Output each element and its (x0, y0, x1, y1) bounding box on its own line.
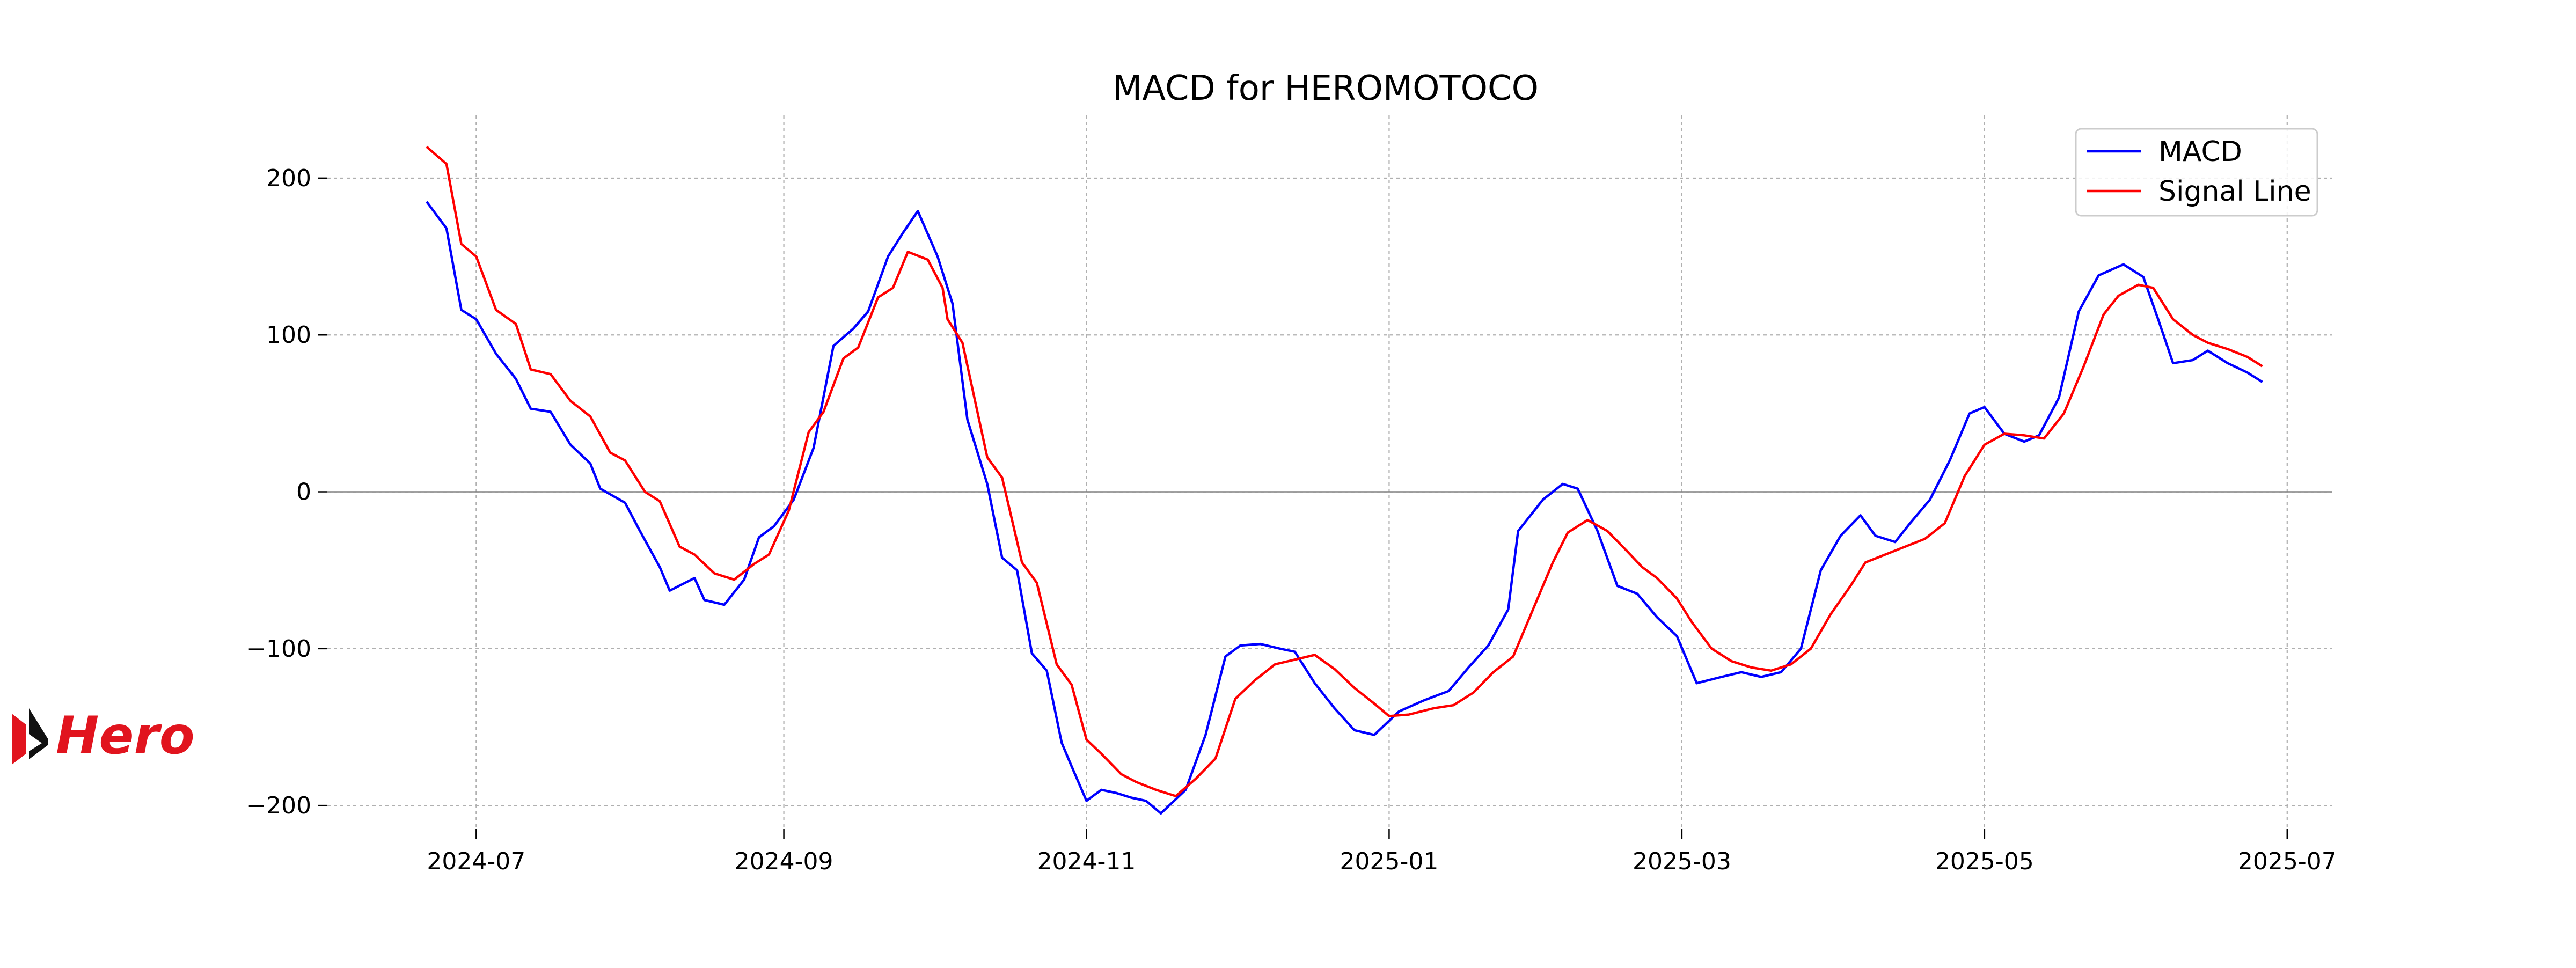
legend-label-macd: MACD (2158, 136, 2242, 168)
x-tick-label: 2025-05 (1935, 848, 2034, 875)
hero-logo: Hero (12, 706, 195, 766)
series-line-macd (426, 201, 2263, 815)
legend: MACD Signal Line (2075, 128, 2318, 217)
y-tick-label: 200 (266, 165, 311, 192)
legend-label-signal-line: Signal Line (2158, 175, 2311, 208)
y-tick-label: 0 (296, 479, 311, 506)
y-tick-label: −100 (246, 635, 311, 663)
logo-mark-right (29, 708, 48, 759)
y-tick-label: −200 (246, 792, 311, 819)
chart-title: MACD for HEROMOTOCO (1113, 69, 1539, 108)
x-tick-label: 2025-03 (1633, 848, 1731, 875)
series-lines (426, 145, 2263, 815)
series-line-signal-line (426, 145, 2263, 797)
logo-mark-left (12, 714, 26, 765)
x-tick-label: 2024-09 (735, 848, 833, 875)
x-tick-label: 2025-07 (2238, 848, 2337, 875)
axis-ticks: 200 100 0 −100 −200 2024-07 2024-09 2024-11 2025… (246, 165, 2337, 875)
grid (327, 115, 2332, 829)
x-tick-label: 2025-01 (1340, 848, 1439, 875)
x-tick-label: 2024-07 (427, 848, 525, 875)
y-tick-label: 100 (266, 321, 311, 349)
logo-wordmark: Hero (56, 706, 195, 766)
x-tick-label: 2024-11 (1037, 848, 1136, 875)
